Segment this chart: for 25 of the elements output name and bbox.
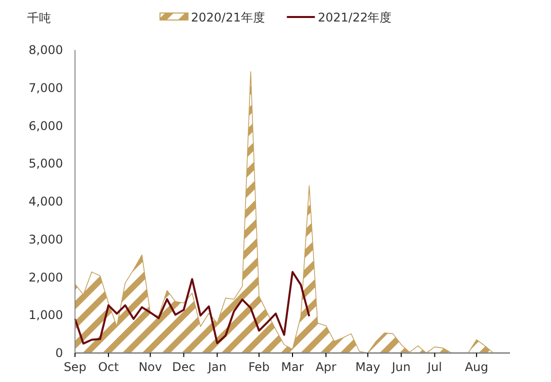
line-series <box>74 270 310 345</box>
x-tick-label: Sep <box>64 360 86 374</box>
y-axis-title: 千吨 <box>27 11 51 25</box>
x-tick-label: Apr <box>316 360 336 374</box>
y-tick-label: 2,000 <box>28 270 63 284</box>
x-tick-label: Jun <box>390 360 411 374</box>
x-tick-label: Jul <box>426 360 442 374</box>
y-tick-label: 3,000 <box>28 232 63 246</box>
y-tick-label: 0 <box>55 346 63 360</box>
x-tick-label: Oct <box>98 360 120 374</box>
x-tick-label: Aug <box>464 360 488 374</box>
y-tick-label: 8,000 <box>28 43 63 57</box>
y-tick-label: 7,000 <box>28 80 63 95</box>
y-tick-label: 5,000 <box>28 156 63 171</box>
x-tick-label: Jan <box>206 360 226 374</box>
y-tick-label: 4,000 <box>28 194 63 208</box>
x-tick-label: Feb <box>248 360 270 374</box>
legend-label: 2021/22年度 <box>318 10 392 24</box>
x-tick-label: Dec <box>172 360 196 374</box>
x-tick-label: Nov <box>138 360 162 374</box>
y-tick-label: 6,000 <box>28 118 63 133</box>
x-tick-label: May <box>355 360 380 374</box>
y-tick-label: 1,000 <box>28 308 63 322</box>
x-tick-label: Mar <box>281 360 304 374</box>
legend-label: 2020/21年度 <box>191 10 265 24</box>
